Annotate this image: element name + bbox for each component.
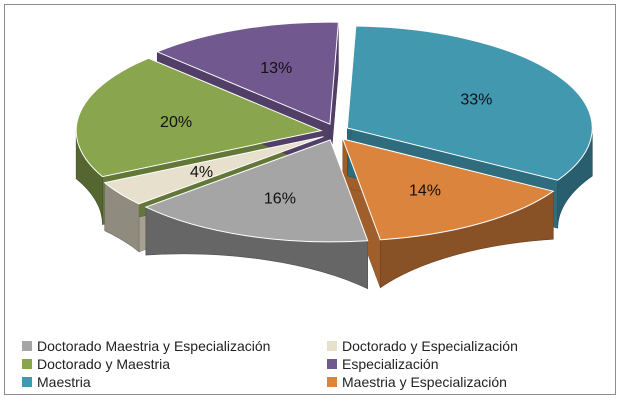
legend-item-especializacion: Especialización [327,356,439,372]
legend-item-maestria-especializacion: Maestria y Especialización [327,374,507,390]
legend-label: Maestria y Especialización [342,374,507,390]
legend-label: Doctorado Maestria y Especialización [37,338,271,354]
legend-item-doctorado-maestria-especializacion: Doctorado Maestria y Especialización [22,338,270,354]
pie-label-doctorado-y-especializacion: 4% [190,164,213,181]
legend-item-doctorado-maestria: Doctorado y Maestria [22,356,170,372]
pie-label-maestria-y-especializacion: 14% [409,183,441,200]
legend-swatch [327,341,337,351]
pie-slice-doctorado-y-maestria [75,57,323,178]
pie-slice-maestria-y-especializacion [342,138,555,241]
legend-swatch [327,377,337,387]
legend-label: Doctorado y Especialización [342,338,518,354]
legend-label: Doctorado y Maestria [37,356,171,372]
pie-slice-especializacion [155,21,339,125]
legend-swatch [327,359,337,369]
pie-label-especializacion: 13% [260,60,292,77]
legend-item-maestria: Maestria [22,374,91,390]
legend-swatch [22,359,32,369]
legend-item-doctorado-especializacion: Doctorado y Especialización [327,338,518,354]
pie-slice-doctorado-maestria-y-especializacion [144,139,369,243]
pie-label-maestria: 33% [460,92,492,109]
legend-swatch [22,377,32,387]
pie-labels: 33% 14% 16% 4% 20% 13% [160,60,492,207]
pie-label-doctorado-maestria-y-especializacion: 16% [264,190,296,207]
legend-label: Maestria [37,374,91,390]
pie-tops [75,21,593,243]
pie-label-doctorado-y-maestria: 20% [160,114,192,131]
pie-slice-doctorado-y-especializacion [103,136,324,205]
pie-slice-maestria [346,25,593,181]
legend-label: Especialización [342,356,439,372]
legend-swatch [22,341,32,351]
